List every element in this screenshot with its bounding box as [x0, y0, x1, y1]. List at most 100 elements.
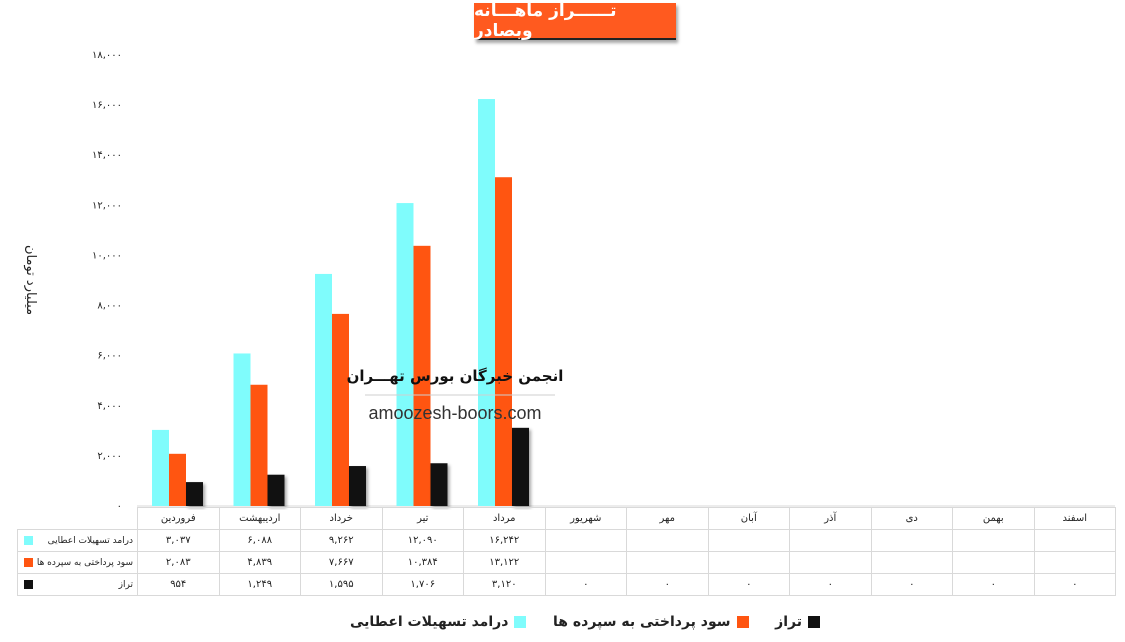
- y-tick-label: ۱۲,۰۰۰: [92, 200, 122, 211]
- legend-swatch-series-1: [808, 616, 820, 628]
- table-row-header: سود پرداختی به سپرده ها: [17, 551, 138, 574]
- data-label: ۶,۰۸۸: [218, 529, 301, 552]
- data-label: ۰: [1033, 573, 1116, 596]
- legend-label-series-2: سود پرداختی به سپرده ها: [553, 614, 731, 630]
- data-label: [626, 529, 709, 552]
- y-tick-label: ۱۴,۰۰۰: [92, 150, 122, 161]
- bar-series-group: [152, 99, 529, 506]
- data-label: ۱۲,۰۹۰: [381, 529, 464, 552]
- data-label: [707, 529, 790, 552]
- y-axis-label: میلیارد تومان: [23, 245, 38, 315]
- table-row-label: سود پرداختی به سپرده ها: [36, 557, 133, 568]
- table-row: درامد تسهیلات اعطایی ۳,۰۳۷ ۶,۰۸۸ ۹,۲۶۲ ۱۲,۰۹…: [17, 529, 1116, 552]
- y-tick-label: ۱۸,۰۰۰: [92, 50, 122, 61]
- data-label: ۰: [952, 573, 1035, 596]
- data-label: [707, 551, 790, 574]
- data-label: [626, 551, 709, 574]
- x-tick-label: مهر: [626, 507, 709, 530]
- legend-swatch-series-2: [736, 616, 749, 628]
- data-label: [789, 529, 872, 552]
- data-label: ۱۶,۲۴۲: [463, 529, 546, 552]
- data-label: ۰: [544, 573, 627, 596]
- data-label: ۹۵۴: [137, 573, 220, 596]
- bar-series-3: [349, 466, 366, 506]
- bar-series-2: [495, 177, 512, 506]
- data-label: ۳,۱۲۰: [463, 573, 546, 596]
- y-tick-label: ۰: [117, 501, 122, 510]
- data-label: ۰: [626, 573, 709, 596]
- y-tick-label: ۱۰,۰۰۰: [92, 250, 122, 261]
- data-label: ۷,۶۶۷: [300, 551, 383, 574]
- bar-series-2: [413, 245, 431, 506]
- x-tick-label: فروردین: [137, 507, 220, 530]
- data-label: ۱,۵۹۵: [300, 573, 383, 596]
- chart-title: تــــــراز ماهـــانه وبصادر: [474, 0, 676, 41]
- data-label: ۴,۸۳۹: [218, 551, 301, 574]
- data-label: [544, 529, 627, 552]
- bar-series-1: [315, 273, 332, 506]
- data-label: ۱۰,۳۸۴: [381, 551, 464, 574]
- bar-series-1: [152, 429, 169, 506]
- bar-series-1: [478, 99, 495, 506]
- bar-series-3: [430, 463, 448, 506]
- y-tick-label: ۴,۰۰۰: [97, 401, 122, 412]
- watermark: انجمن خبرگان بورس تهـــران amoozesh-boor…: [347, 367, 564, 423]
- table-row-swatch: [24, 558, 33, 567]
- bar-series-2: [250, 384, 268, 506]
- data-table: فروردین اردیبهشت خرداد تیر مرداد شهریور مهر آبا…: [17, 507, 1116, 596]
- watermark-url: amoozesh-boors.com: [368, 403, 541, 423]
- bar-series-1: [233, 353, 251, 506]
- data-label: ۳,۰۳۷: [137, 529, 220, 552]
- data-label: [952, 551, 1035, 574]
- legend: تراز سود پرداختی به سپرده ها درامد تسهیل…: [350, 611, 820, 633]
- bar-series-3: [512, 427, 529, 506]
- data-label: ۱,۲۴۹: [218, 573, 301, 596]
- table-row-swatch: [24, 536, 33, 545]
- bar-series-1: [396, 203, 414, 506]
- x-tick-label: دی: [870, 507, 953, 530]
- x-tick-label: مرداد: [463, 507, 546, 530]
- legend-label-series-1: تراز: [775, 614, 802, 630]
- table-row-label: تراز: [118, 579, 133, 590]
- data-label: ۱,۷۰۶: [381, 573, 464, 596]
- legend-label-series-3: درامد تسهیلات اعطایی: [350, 614, 509, 630]
- y-tick-label: ۱۶,۰۰۰: [92, 100, 122, 111]
- data-label: [1033, 529, 1116, 552]
- x-tick-label: اسفند: [1033, 507, 1116, 530]
- bar-series-2: [332, 313, 349, 506]
- data-label: ۲,۰۸۳: [137, 551, 220, 574]
- x-tick-label: آذر: [789, 507, 872, 530]
- data-label: [789, 551, 872, 574]
- x-tick-label: بهمن: [952, 507, 1035, 530]
- legend-item-series-1: تراز: [775, 614, 820, 630]
- bar-chart: ۰ ۲,۰۰۰ ۴,۰۰۰ ۶,۰۰۰ ۸,۰۰۰ ۱۰,۰۰۰ ۱۲,۰۰۰ ۱۴,۰۰۰ ۱…: [23, 50, 1115, 510]
- data-label: [544, 551, 627, 574]
- legend-item-series-3: درامد تسهیلات اعطایی: [350, 614, 527, 630]
- bar-series-3: [186, 482, 203, 506]
- table-row-header: تراز: [17, 573, 138, 596]
- table-row-swatch: [24, 580, 33, 589]
- y-tick-label: ۶,۰۰۰: [97, 351, 122, 362]
- watermark-title: انجمن خبرگان بورس تهـــران: [347, 367, 564, 385]
- data-label: ۰: [870, 573, 953, 596]
- table-header-row: فروردین اردیبهشت خرداد تیر مرداد شهریور مهر آبا…: [17, 507, 1116, 530]
- data-label: ۰: [789, 573, 872, 596]
- y-tick-label: ۸,۰۰۰: [97, 301, 122, 312]
- table-row-header: درامد تسهیلات اعطایی: [17, 529, 138, 552]
- data-label: [1033, 551, 1116, 574]
- data-label: ۰: [707, 573, 790, 596]
- table-row: تراز ۹۵۴ ۱,۲۴۹ ۱,۵۹۵ ۱,۷۰۶ ۳,۱۲۰ ۰ ۰ ۰ ۰ ۰ ۰ ۰: [17, 573, 1116, 596]
- x-tick-label: خرداد: [300, 507, 383, 530]
- x-tick-label: آبان: [707, 507, 790, 530]
- table-corner: [17, 507, 138, 530]
- data-label: [870, 551, 953, 574]
- x-tick-label: اردیبهشت: [218, 507, 301, 530]
- y-axis: ۰ ۲,۰۰۰ ۴,۰۰۰ ۶,۰۰۰ ۸,۰۰۰ ۱۰,۰۰۰ ۱۲,۰۰۰ ۱۴,۰۰۰ ۱…: [92, 50, 122, 510]
- bar-series-2: [169, 453, 186, 506]
- data-label: ۱۳,۱۲۲: [463, 551, 546, 574]
- data-label: [870, 529, 953, 552]
- x-tick-label: تیر: [381, 507, 464, 530]
- legend-swatch-series-3: [514, 616, 527, 628]
- bar-series-3: [267, 474, 285, 506]
- chart-title-text: تــــــراز ماهـــانه وبصادر: [474, 0, 617, 41]
